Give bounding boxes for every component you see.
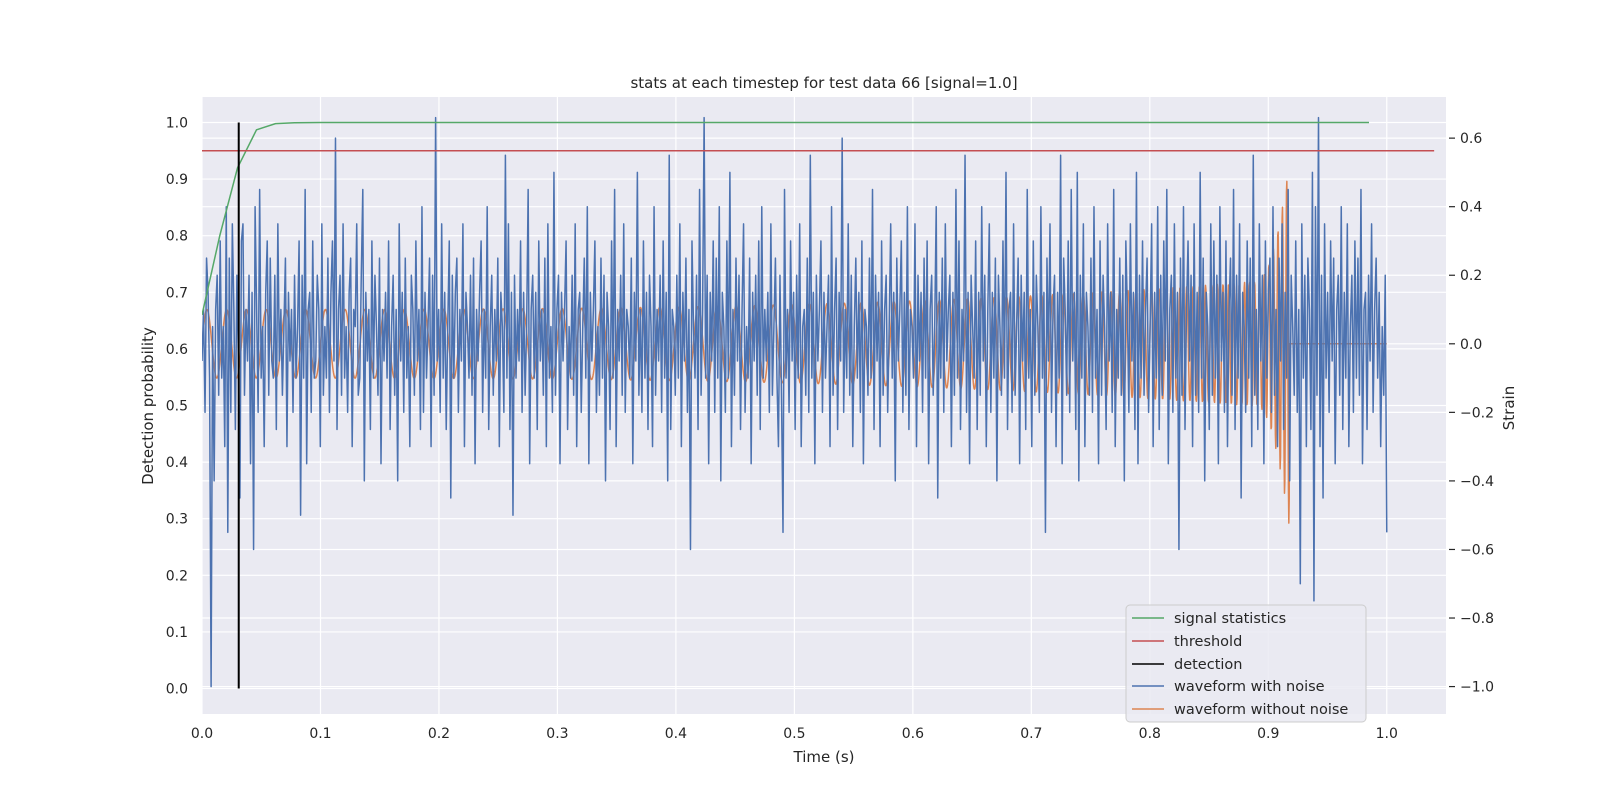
x-tick-label: 0.7 — [1020, 726, 1042, 742]
left-tick-label: 0.8 — [166, 229, 188, 245]
series-waveform-with-noise — [202, 116, 1388, 688]
left-tick-label: 0.2 — [166, 568, 188, 584]
legend-item-detection: detection — [1132, 657, 1242, 673]
left-tick-label: 0.7 — [166, 285, 188, 301]
legend-label: threshold — [1174, 634, 1242, 650]
right-tick-label: 0.0 — [1460, 337, 1482, 353]
x-tick-label: 1.0 — [1376, 726, 1398, 742]
legend-item-waveform-without-noise: waveform without noise — [1132, 702, 1348, 718]
legend-box — [1125, 604, 1367, 723]
series-signal-statistics — [202, 121, 1369, 316]
right-tick-label: −0.6 — [1460, 542, 1494, 558]
legend: signal statistics threshold detection wa… — [1125, 604, 1367, 723]
x-axis-label: Time (s) — [793, 748, 855, 766]
x-tick-label: 0.0 — [191, 726, 213, 742]
x-tick-label: 0.5 — [783, 726, 805, 742]
left-axis-label: Detection probability — [139, 327, 157, 485]
legend-label: detection — [1174, 657, 1242, 673]
right-tick-label: −0.8 — [1460, 611, 1494, 627]
left-axis-ticks: 0.0 0.1 0.2 0.3 0.4 0.5 0.6 0.7 0.8 0.9 1.0 — [166, 115, 188, 697]
right-tick-label: 0.4 — [1460, 200, 1482, 216]
x-tick-label: 0.2 — [428, 726, 450, 742]
legend-item-waveform-with-noise: waveform with noise — [1132, 679, 1325, 695]
legend-label: waveform with noise — [1174, 679, 1325, 695]
right-tick-label: 0.6 — [1460, 131, 1482, 147]
left-tick-label: 0.3 — [166, 512, 188, 528]
x-tick-label: 0.1 — [309, 726, 331, 742]
left-tick-label: 0.6 — [166, 342, 188, 358]
left-tick-label: 0.9 — [166, 172, 188, 188]
x-tick-label: 0.9 — [1257, 726, 1279, 742]
right-axis-label: Strain — [1500, 386, 1518, 430]
x-tick-label: 0.8 — [1139, 726, 1161, 742]
left-tick-label: 0.1 — [166, 625, 188, 641]
right-axis-ticks: −1.0 −0.8 −0.6 −0.4 −0.2 0.0 0.2 0.4 0.6 — [1449, 131, 1494, 696]
left-tick-label: 0.4 — [166, 455, 188, 471]
x-axis-ticks: 0.0 0.1 0.2 0.3 0.4 0.5 0.6 0.7 0.8 0.9 1.0 — [191, 726, 1398, 742]
right-tick-label: 0.2 — [1460, 268, 1482, 284]
chart-title: stats at each timestep for test data 66 … — [630, 74, 1017, 92]
left-tick-label: 1.0 — [166, 115, 188, 131]
legend-item-signal-statistics: signal statistics — [1132, 611, 1286, 627]
legend-label: signal statistics — [1174, 611, 1286, 627]
left-tick-label: 0.5 — [166, 399, 188, 415]
x-tick-label: 0.3 — [546, 726, 568, 742]
right-tick-label: −1.0 — [1460, 680, 1494, 696]
right-tick-label: −0.4 — [1460, 474, 1494, 490]
right-tick-label: −0.2 — [1460, 405, 1494, 421]
legend-label: waveform without noise — [1174, 702, 1348, 718]
x-tick-label: 0.4 — [665, 726, 687, 742]
legend-item-threshold: threshold — [1132, 634, 1242, 650]
x-tick-label: 0.6 — [902, 726, 924, 742]
left-tick-label: 0.0 — [166, 682, 188, 698]
